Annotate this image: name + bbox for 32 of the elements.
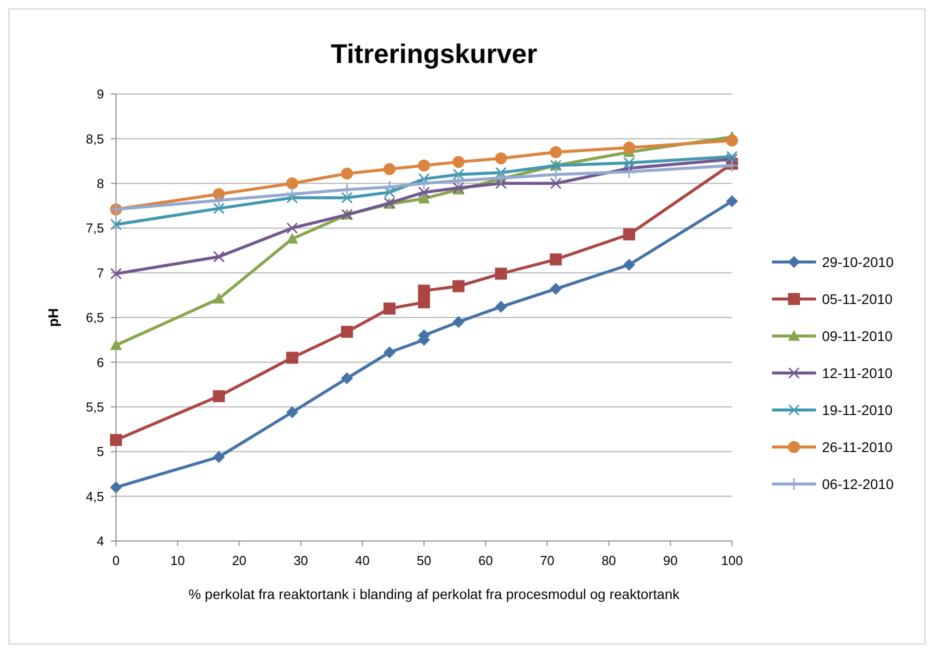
x-tick-label: 100 bbox=[721, 553, 743, 568]
legend-label: 19-11-2010 bbox=[822, 402, 893, 418]
y-axis-title: pH bbox=[45, 308, 61, 327]
legend-label: 09-11-2010 bbox=[822, 328, 893, 344]
x-axis-title: % perkolat fra reaktortank i blanding af perkolat fra procesmodul og reaktortank bbox=[188, 586, 681, 602]
chart-title: Titreringskurver bbox=[330, 39, 538, 69]
x-tick-label: 50 bbox=[416, 553, 432, 568]
x-tick-label: 10 bbox=[170, 553, 185, 568]
x-tick-label: 60 bbox=[478, 553, 493, 568]
legend-label: 05-11-2010 bbox=[822, 290, 893, 307]
y-tick-label: 8,5 bbox=[86, 131, 104, 146]
y-tick-label: 8 bbox=[96, 176, 104, 191]
x-tick-label: 70 bbox=[540, 553, 554, 568]
x-tick-label: 30 bbox=[294, 553, 308, 568]
legend-label: 26-11-2010 bbox=[822, 438, 893, 455]
y-tick-label: 5 bbox=[96, 444, 104, 460]
y-tick-label: 4 bbox=[96, 534, 104, 549]
y-tick-label: 6 bbox=[96, 354, 104, 370]
y-tick-label: 4,5 bbox=[86, 488, 104, 504]
y-tick-label: 5,5 bbox=[86, 399, 104, 414]
y-tick-label: 9 bbox=[96, 86, 104, 102]
x-tick-label: 90 bbox=[663, 553, 678, 568]
y-tick-label: 7,5 bbox=[86, 220, 104, 236]
y-tick-label: 6,5 bbox=[86, 310, 104, 326]
legend-label: 12-11-2010 bbox=[822, 364, 893, 381]
legend-label: 06-12-2010 bbox=[822, 476, 894, 492]
y-tick-label: 7 bbox=[96, 265, 104, 280]
x-tick-label: 0 bbox=[112, 553, 120, 568]
x-tick-label: 40 bbox=[355, 553, 370, 568]
x-tick-label: 20 bbox=[232, 553, 246, 568]
legend-label: 29-10-2010 bbox=[822, 254, 894, 270]
x-tick-label: 80 bbox=[602, 553, 616, 568]
